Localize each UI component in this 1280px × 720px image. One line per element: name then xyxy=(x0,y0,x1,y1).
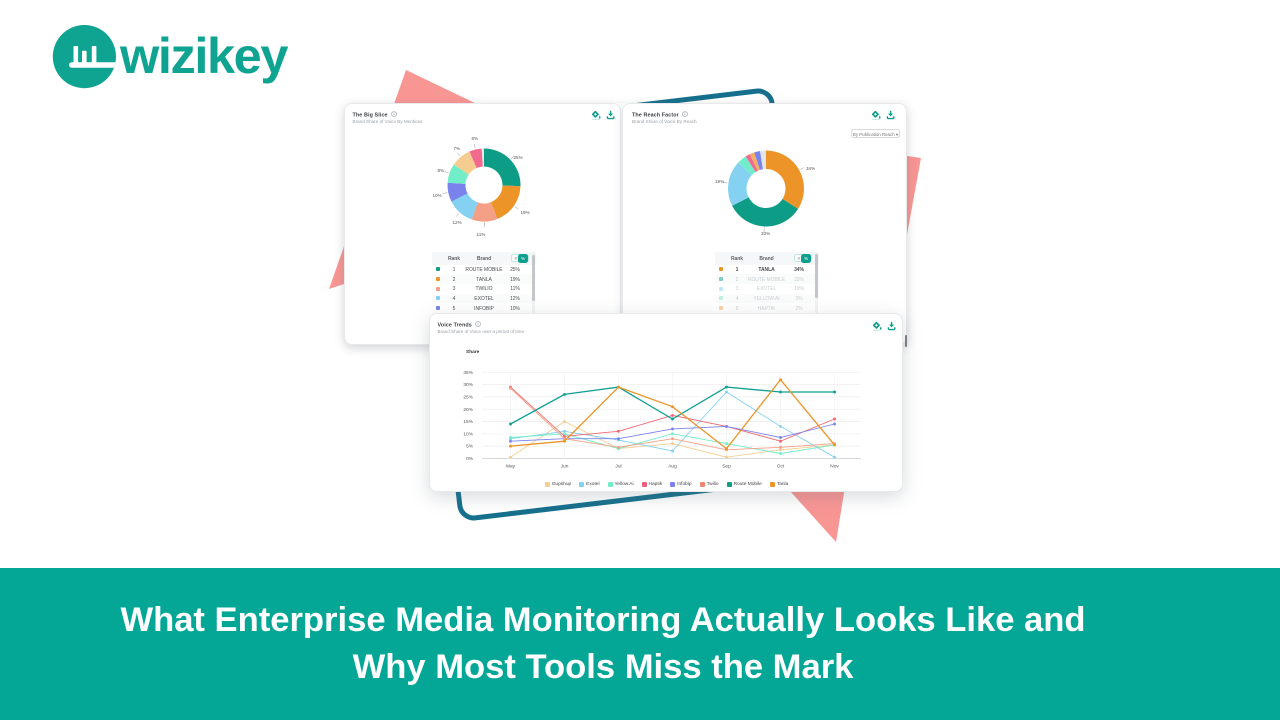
svg-text:35%: 35% xyxy=(463,370,473,376)
svg-text:Oct: Oct xyxy=(776,464,784,470)
svg-text:25%: 25% xyxy=(463,395,473,401)
svg-text:5%: 5% xyxy=(466,444,474,450)
svg-text:30%: 30% xyxy=(463,382,473,388)
svg-text:10%: 10% xyxy=(463,431,473,437)
svg-text:0%: 0% xyxy=(466,456,474,462)
svg-text:Share: Share xyxy=(466,349,480,355)
svg-text:Sep: Sep xyxy=(722,464,731,470)
svg-text:Jun: Jun xyxy=(560,464,568,470)
svg-text:Jul: Jul xyxy=(615,464,621,470)
svg-text:Aug: Aug xyxy=(668,464,677,470)
svg-text:Nov: Nov xyxy=(830,464,839,470)
svg-text:15%: 15% xyxy=(463,419,473,425)
svg-text:20%: 20% xyxy=(463,407,473,413)
svg-text:May: May xyxy=(505,464,515,470)
